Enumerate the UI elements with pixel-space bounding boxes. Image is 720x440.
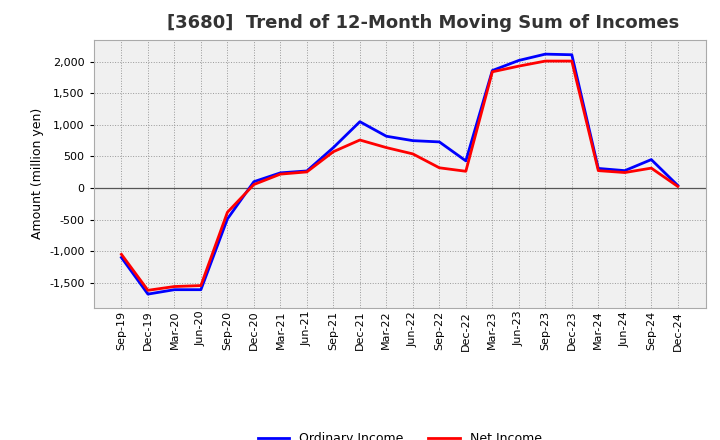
- Ordinary Income: [462, 158, 470, 164]
- Net Income: [541, 59, 549, 64]
- Ordinary Income: [356, 119, 364, 125]
- Ordinary Income: [302, 169, 311, 174]
- Net Income: [647, 165, 656, 171]
- Net Income: [223, 210, 232, 215]
- Ordinary Income: [567, 52, 576, 57]
- Ordinary Income: [673, 183, 682, 188]
- Ordinary Income: [117, 255, 126, 260]
- Net Income: [462, 169, 470, 174]
- Net Income: [621, 170, 629, 175]
- Net Income: [197, 283, 205, 288]
- Ordinary Income: [223, 216, 232, 222]
- Ordinary Income: [594, 166, 603, 171]
- Ordinary Income: [621, 168, 629, 173]
- Ordinary Income: [250, 179, 258, 184]
- Net Income: [382, 145, 391, 150]
- Ordinary Income: [435, 139, 444, 145]
- Net Income: [408, 151, 417, 157]
- Net Income: [673, 184, 682, 189]
- Net Income: [276, 172, 284, 177]
- Ordinary Income: [488, 68, 497, 73]
- Net Income: [117, 252, 126, 257]
- Ordinary Income: [541, 51, 549, 57]
- Ordinary Income: [647, 157, 656, 162]
- Line: Ordinary Income: Ordinary Income: [122, 54, 678, 294]
- Line: Net Income: Net Income: [122, 61, 678, 290]
- Net Income: [567, 59, 576, 64]
- Ordinary Income: [276, 170, 284, 176]
- Net Income: [435, 165, 444, 170]
- Net Income: [488, 69, 497, 74]
- Text: [3680]  Trend of 12-Month Moving Sum of Incomes: [3680] Trend of 12-Month Moving Sum of I…: [167, 15, 679, 33]
- Y-axis label: Amount (million yen): Amount (million yen): [30, 108, 43, 239]
- Net Income: [170, 284, 179, 289]
- Net Income: [250, 182, 258, 187]
- Ordinary Income: [170, 287, 179, 292]
- Ordinary Income: [408, 138, 417, 143]
- Ordinary Income: [329, 145, 338, 150]
- Net Income: [594, 168, 603, 173]
- Net Income: [329, 149, 338, 154]
- Ordinary Income: [515, 58, 523, 63]
- Net Income: [356, 137, 364, 143]
- Net Income: [143, 288, 152, 293]
- Net Income: [515, 63, 523, 69]
- Legend: Ordinary Income, Net Income: Ordinary Income, Net Income: [253, 427, 546, 440]
- Net Income: [302, 169, 311, 175]
- Ordinary Income: [197, 287, 205, 292]
- Ordinary Income: [143, 291, 152, 297]
- Ordinary Income: [382, 134, 391, 139]
